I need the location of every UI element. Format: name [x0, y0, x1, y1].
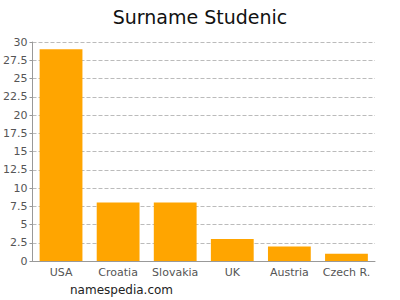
svg-text:10: 10	[13, 182, 27, 195]
svg-text:7.5: 7.5	[10, 200, 28, 213]
svg-text:Czech R.: Czech R.	[323, 266, 371, 279]
svg-text:5: 5	[20, 218, 27, 231]
svg-text:Austria: Austria	[270, 266, 309, 279]
svg-text:25: 25	[13, 72, 27, 85]
svg-text:Surname Studenic: Surname Studenic	[113, 6, 288, 28]
svg-text:15: 15	[13, 145, 27, 158]
svg-text:20: 20	[13, 109, 27, 122]
svg-text:UK: UK	[225, 266, 241, 279]
svg-text:USA: USA	[50, 266, 73, 279]
svg-text:17.5: 17.5	[3, 127, 28, 140]
svg-text:2.5: 2.5	[10, 236, 28, 249]
svg-text:27.5: 27.5	[3, 54, 28, 67]
svg-text:22.5: 22.5	[3, 90, 28, 103]
svg-text:Slovakia: Slovakia	[152, 266, 198, 279]
svg-text:0: 0	[20, 255, 27, 268]
svg-text:12.5: 12.5	[3, 163, 28, 176]
svg-text:Croatia: Croatia	[98, 266, 138, 279]
svg-text:namespedia.com: namespedia.com	[70, 283, 173, 297]
svg-text:30: 30	[13, 36, 27, 49]
